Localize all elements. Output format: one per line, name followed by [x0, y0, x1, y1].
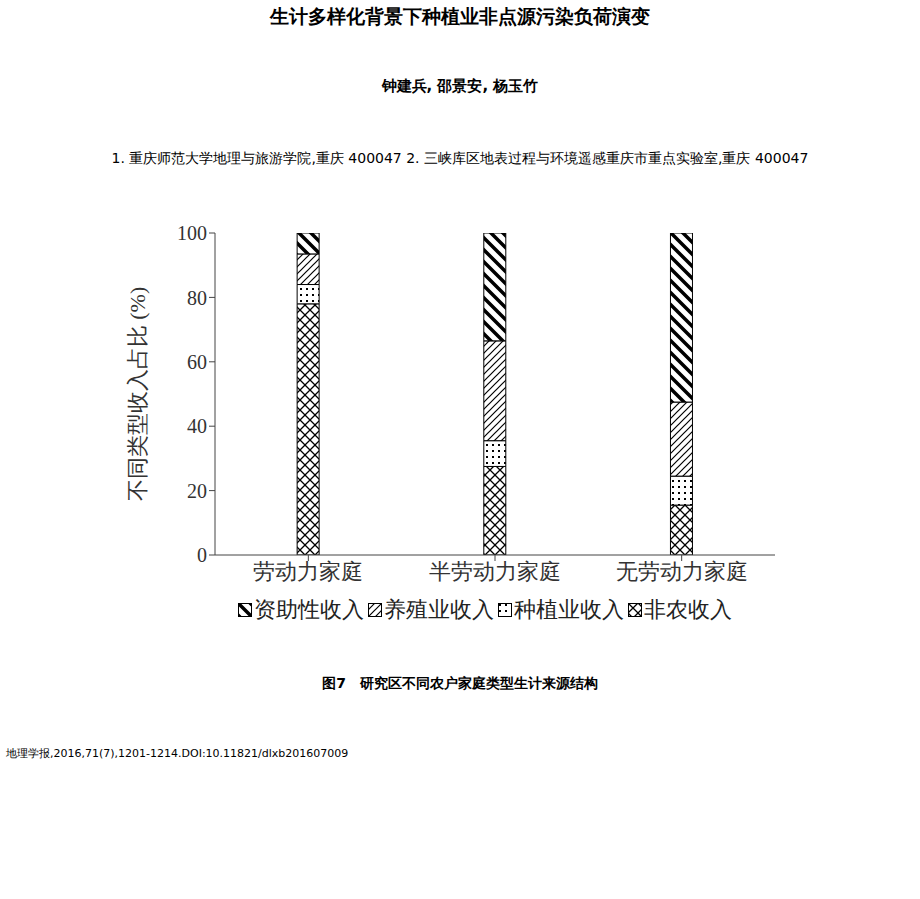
svg-text:100: 100: [177, 222, 207, 244]
svg-text:劳动力家庭: 劳动力家庭: [253, 559, 363, 584]
svg-text:80: 80: [187, 287, 207, 309]
html-text:非农收入: 非农收入: [644, 597, 732, 622]
svg-text:20: 20: [187, 480, 207, 502]
html-text:养殖业收入: 养殖业收入: [384, 597, 494, 622]
svg-text:40: 40: [187, 415, 207, 437]
svg-text:60: 60: [187, 351, 207, 373]
svg-text:无劳动力家庭: 无劳动力家庭: [616, 559, 748, 584]
html-text:1. 重庆师范大学地理与旅游学院,重庆 400047 2.: 1. 重庆师范大学地理与旅游学院,重庆 400047 2. 三峡库区地表过程与环…: [111, 150, 809, 166]
html-text:图7 研究区不同农户家庭类型生计来源结构: 图7 研究区不同农户家庭类型生计来源结构: [322, 675, 598, 691]
html-text:生计多样化背景下种植业非点源污染负荷演变: 生计多样化背景下种植业非点源污染负荷演变: [270, 5, 650, 27]
svg-text:0: 0: [197, 544, 207, 566]
svg-text:半劳动力家庭: 半劳动力家庭: [429, 559, 561, 584]
html-text:种植业收入: 种植业收入: [514, 597, 624, 622]
html-text:地理学报,2016,71(7),1201-1214.DOI:: 地理学报,2016,71(7),1201-1214.DOI:10.11821/d…: [6, 747, 349, 760]
svg-text:不同类型收入占比 (%): 不同类型收入占比 (%): [125, 287, 150, 501]
html-text:资助性收入: 资助性收入: [254, 597, 364, 622]
html-text:钟建兵, 邵景安, 杨玉竹: 钟建兵, 邵景安, 杨玉竹: [381, 77, 539, 95]
